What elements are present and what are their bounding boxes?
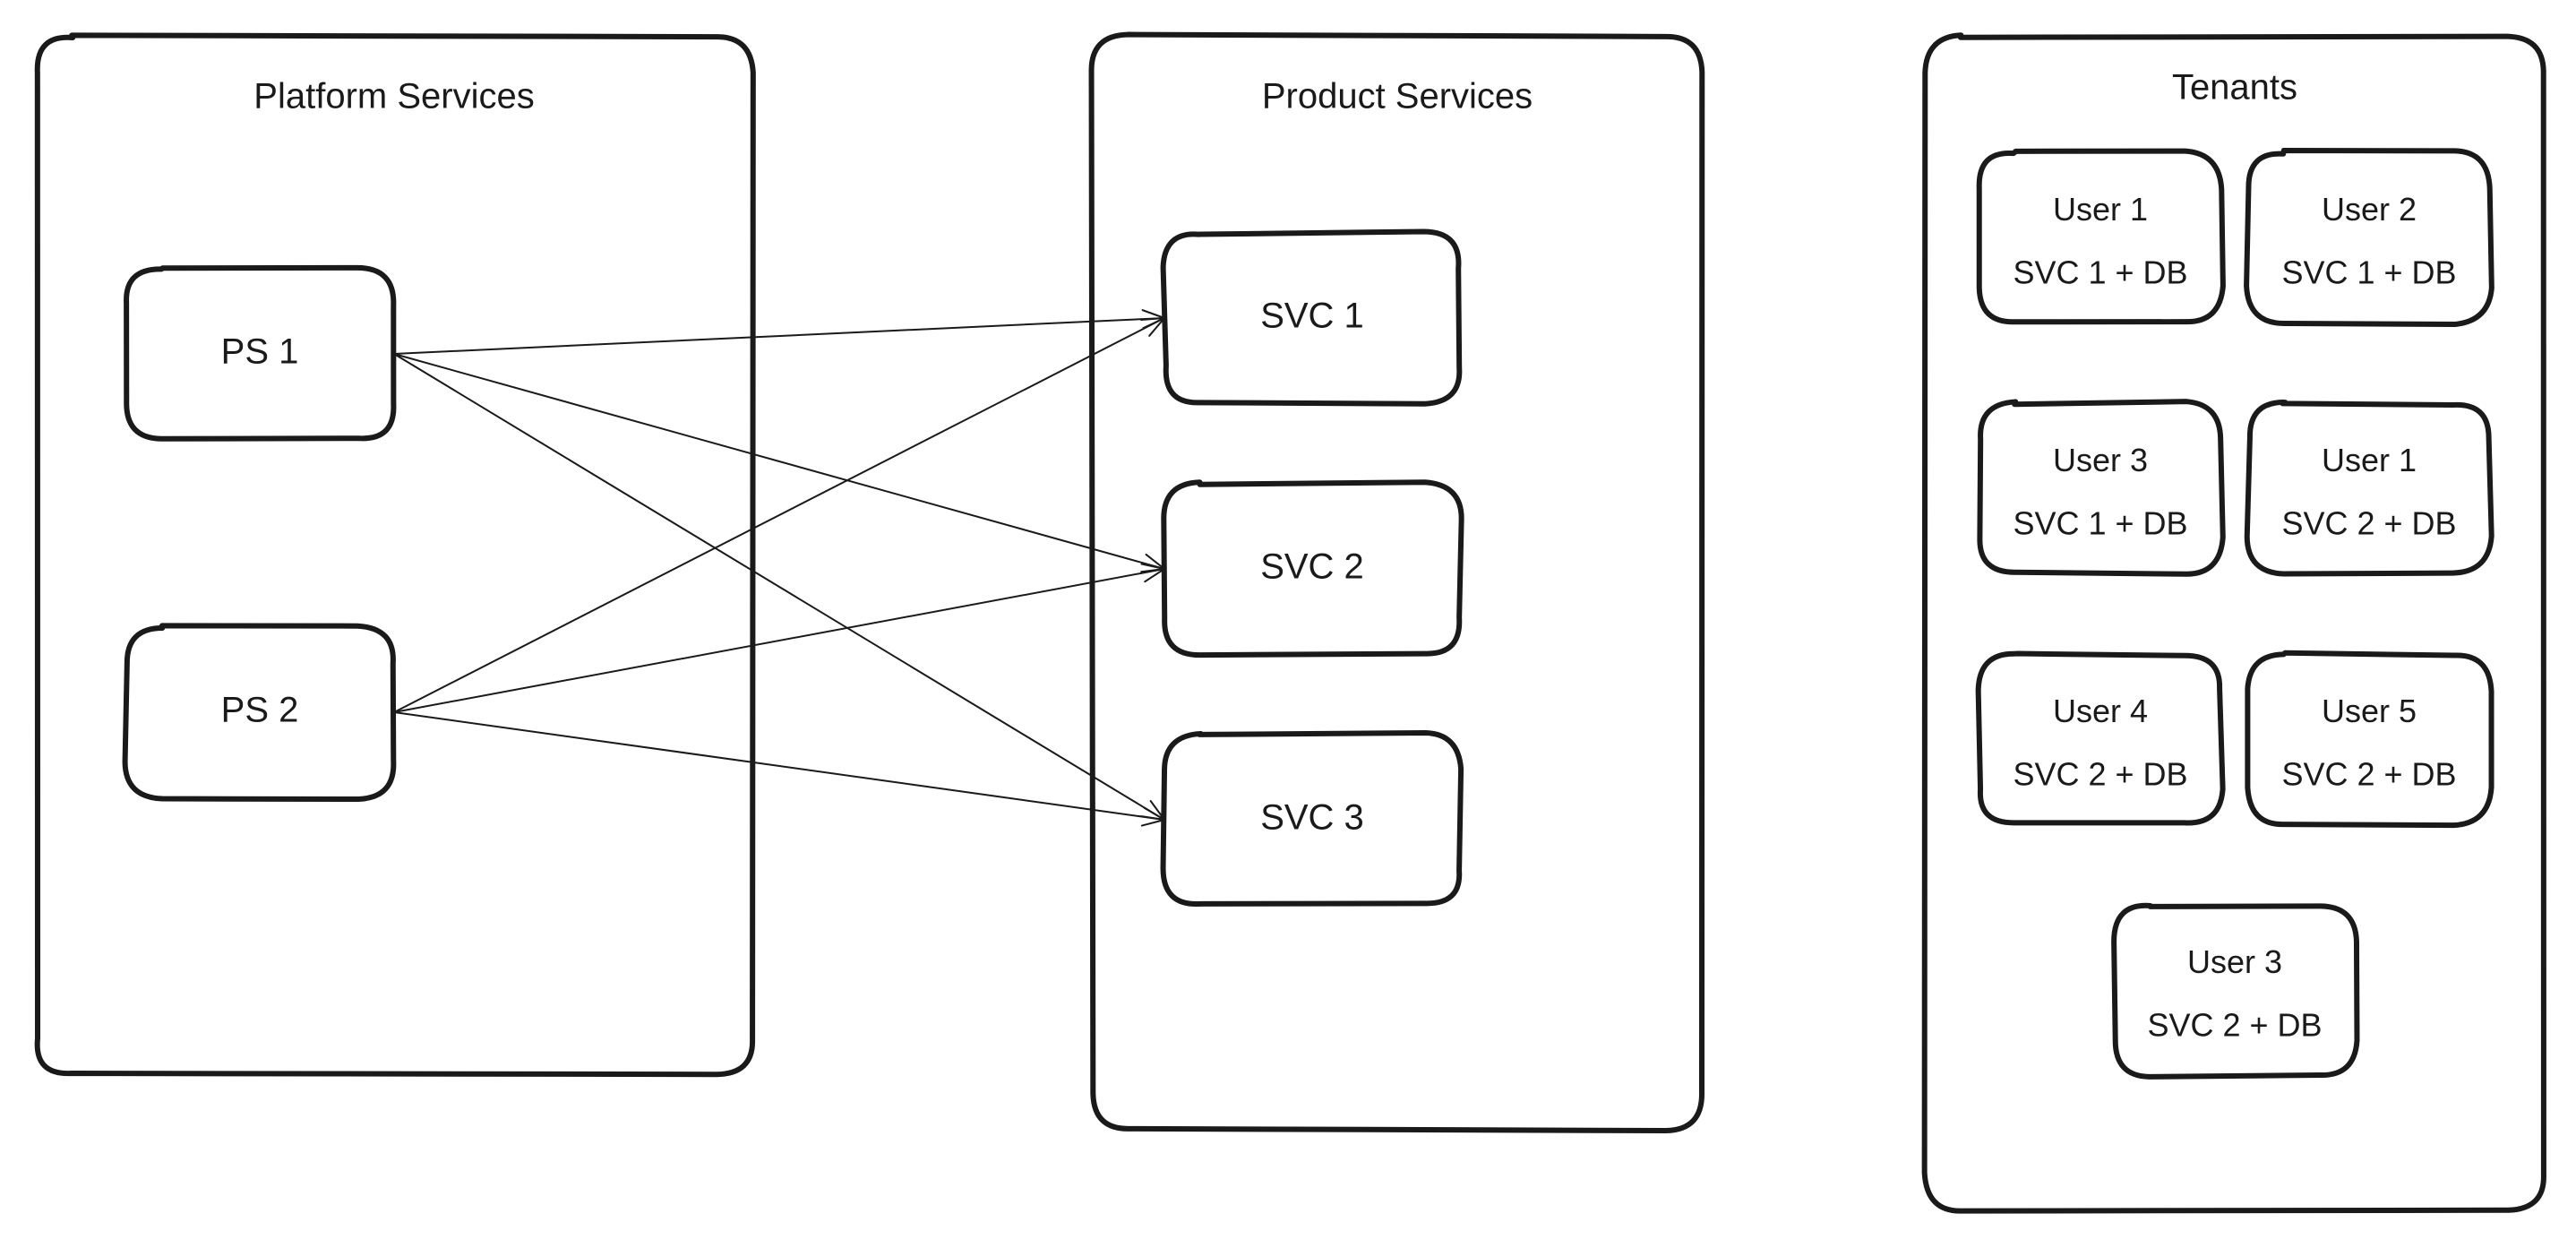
- tenant-user-t6: User 5: [2322, 693, 2417, 729]
- tenant-node-t2: User 2 SVC 1 + DB: [2246, 151, 2492, 324]
- edge-ps2-svc1: [394, 318, 1164, 712]
- node-label-svc1: SVC 1: [1260, 297, 1364, 336]
- tenant-user-t5: User 4: [2053, 693, 2148, 729]
- node-svc3: SVC 3: [1163, 733, 1462, 904]
- tenant-node-t4: User 1 SVC 2 + DB: [2247, 402, 2492, 573]
- tenant-svc-t1: SVC 1 + DB: [2013, 254, 2187, 290]
- container-title-platform: Platform Services: [253, 77, 534, 116]
- edge-ps1-svc2: [394, 354, 1164, 572]
- node-svc2: SVC 2: [1163, 482, 1461, 655]
- architecture-diagram: Platform Services Product Services Tenants…: [0, 0, 2576, 1248]
- edge-ps1-svc3: [394, 354, 1164, 820]
- tenant-node-t1: User 1 SVC 1 + DB: [1979, 151, 2223, 323]
- tenant-svc-t6: SVC 2 + DB: [2281, 755, 2456, 792]
- container-title-tenants: Tenants: [2172, 68, 2297, 108]
- tenant-user-t3: User 3: [2053, 442, 2148, 478]
- tenant-node-t3: User 3 SVC 1 + DB: [1979, 401, 2222, 574]
- tenant-node-t6: User 5 SVC 2 + DB: [2247, 653, 2491, 825]
- node-label-svc3: SVC 3: [1260, 798, 1364, 838]
- node-ps1: PS 1: [126, 268, 393, 439]
- container-platform: Platform Services: [38, 35, 753, 1074]
- node-label-svc2: SVC 2: [1260, 547, 1364, 587]
- container-product: Product Services: [1092, 35, 1703, 1131]
- node-svc1: SVC 1: [1163, 231, 1460, 403]
- tenant-svc-t3: SVC 1 + DB: [2013, 504, 2187, 541]
- tenant-svc-t4: SVC 2 + DB: [2281, 504, 2456, 541]
- node-ps2: PS 2: [125, 625, 394, 799]
- tenant-node-t5: User 4 SVC 2 + DB: [1979, 654, 2223, 823]
- tenant-svc-t7: SVC 2 + DB: [2147, 1006, 2322, 1043]
- node-label-ps2: PS 2: [221, 691, 299, 730]
- tenant-svc-t2: SVC 1 + DB: [2281, 254, 2456, 290]
- tenant-user-t4: User 1: [2322, 442, 2417, 478]
- edge-ps1-svc1: [394, 310, 1164, 354]
- node-label-ps1: PS 1: [221, 332, 299, 372]
- tenant-node-t7: User 3 SVC 2 + DB: [2114, 906, 2357, 1077]
- tenant-user-t7: User 3: [2187, 943, 2282, 980]
- tenant-user-t2: User 2: [2322, 191, 2417, 228]
- container-title-product: Product Services: [1262, 77, 1533, 116]
- tenant-svc-t5: SVC 2 + DB: [2013, 755, 2187, 792]
- tenant-user-t1: User 1: [2053, 191, 2148, 228]
- edge-ps2-svc3: [394, 712, 1164, 826]
